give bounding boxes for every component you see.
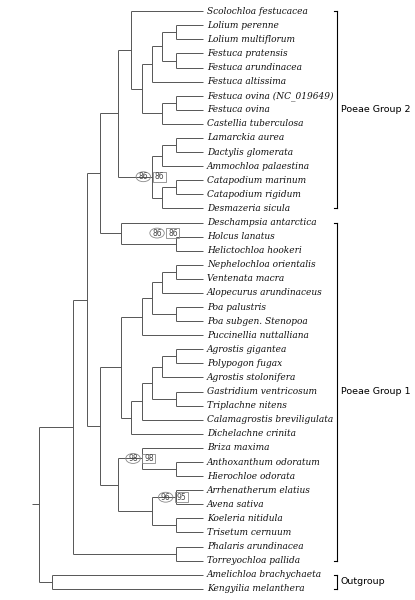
Text: Poa subgen. Stenopoa: Poa subgen. Stenopoa xyxy=(207,317,308,326)
Text: Castellia tuberculosa: Castellia tuberculosa xyxy=(207,119,303,128)
Text: 86: 86 xyxy=(139,172,148,181)
Text: 98: 98 xyxy=(128,454,138,463)
Text: Calamagrostis breviligulata: Calamagrostis breviligulata xyxy=(207,415,333,424)
Text: Kengyilia melanthera: Kengyilia melanthera xyxy=(207,584,305,593)
Text: Festuca pratensis: Festuca pratensis xyxy=(207,49,288,58)
Text: Desmazeria sicula: Desmazeria sicula xyxy=(207,204,290,213)
Text: Ammochloa palaestina: Ammochloa palaestina xyxy=(207,161,310,170)
Text: Catapodium marinum: Catapodium marinum xyxy=(207,176,306,185)
Text: Nephelochloa orientalis: Nephelochloa orientalis xyxy=(207,260,315,269)
Text: Torreyochloa pallida: Torreyochloa pallida xyxy=(207,556,300,565)
Text: Trisetum cernuum: Trisetum cernuum xyxy=(207,528,291,537)
Text: Lamarckia aurea: Lamarckia aurea xyxy=(207,133,284,142)
Text: Polypogon fugax: Polypogon fugax xyxy=(207,359,282,368)
Text: Helictochloa hookeri: Helictochloa hookeri xyxy=(207,246,302,255)
Text: 98: 98 xyxy=(144,454,154,463)
Text: Dactylis glomerata: Dactylis glomerata xyxy=(207,148,293,157)
Text: Phalaris arundinacea: Phalaris arundinacea xyxy=(207,542,303,551)
Text: Briza maxima: Briza maxima xyxy=(207,443,269,452)
Text: Agrostis stolonifera: Agrostis stolonifera xyxy=(207,373,296,382)
Text: Deschampsia antarctica: Deschampsia antarctica xyxy=(207,218,317,227)
Text: Amelichloa brachychaeta: Amelichloa brachychaeta xyxy=(207,570,322,579)
Text: Poeae Group 1: Poeae Group 1 xyxy=(341,387,410,396)
Text: Holcus lanatus: Holcus lanatus xyxy=(207,232,275,241)
Text: Gastridium ventricosum: Gastridium ventricosum xyxy=(207,387,317,396)
Text: Festuca arundinacea: Festuca arundinacea xyxy=(207,63,302,72)
Text: Avena sativa: Avena sativa xyxy=(207,500,264,509)
Text: Festuca ovina (NC_019649): Festuca ovina (NC_019649) xyxy=(207,91,333,101)
Text: Festuca altissima: Festuca altissima xyxy=(207,77,286,86)
Text: Agrostis gigantea: Agrostis gigantea xyxy=(207,345,287,354)
Text: Lolium perenne: Lolium perenne xyxy=(207,21,279,30)
Text: 86: 86 xyxy=(168,229,178,238)
Text: Alopecurus arundinaceus: Alopecurus arundinaceus xyxy=(207,289,322,298)
Text: Lolium multiflorum: Lolium multiflorum xyxy=(207,35,295,44)
Text: Triplachne nitens: Triplachne nitens xyxy=(207,401,287,410)
Text: Poa palustris: Poa palustris xyxy=(207,302,266,311)
Text: Catapodium rigidum: Catapodium rigidum xyxy=(207,190,301,199)
Text: Festuca ovina: Festuca ovina xyxy=(207,106,270,115)
Text: 96: 96 xyxy=(161,493,171,502)
Text: Koeleria nitidula: Koeleria nitidula xyxy=(207,514,283,523)
Text: 86: 86 xyxy=(152,229,162,238)
Text: 86: 86 xyxy=(154,172,164,181)
Text: Anthoxanthum odoratum: Anthoxanthum odoratum xyxy=(207,458,321,467)
Text: Arrhenatherum elatius: Arrhenatherum elatius xyxy=(207,485,311,494)
Text: Scolochloa festucacea: Scolochloa festucacea xyxy=(207,7,308,16)
Text: Dichelachne crinita: Dichelachne crinita xyxy=(207,430,296,439)
Text: Ventenata macra: Ventenata macra xyxy=(207,274,284,283)
Text: 95: 95 xyxy=(177,493,186,502)
Text: Outgroup: Outgroup xyxy=(341,577,386,586)
Text: Puccinellia nuttalliana: Puccinellia nuttalliana xyxy=(207,331,309,340)
Text: Hierochloe odorata: Hierochloe odorata xyxy=(207,472,295,481)
Text: Poeae Group 2: Poeae Group 2 xyxy=(341,106,410,115)
